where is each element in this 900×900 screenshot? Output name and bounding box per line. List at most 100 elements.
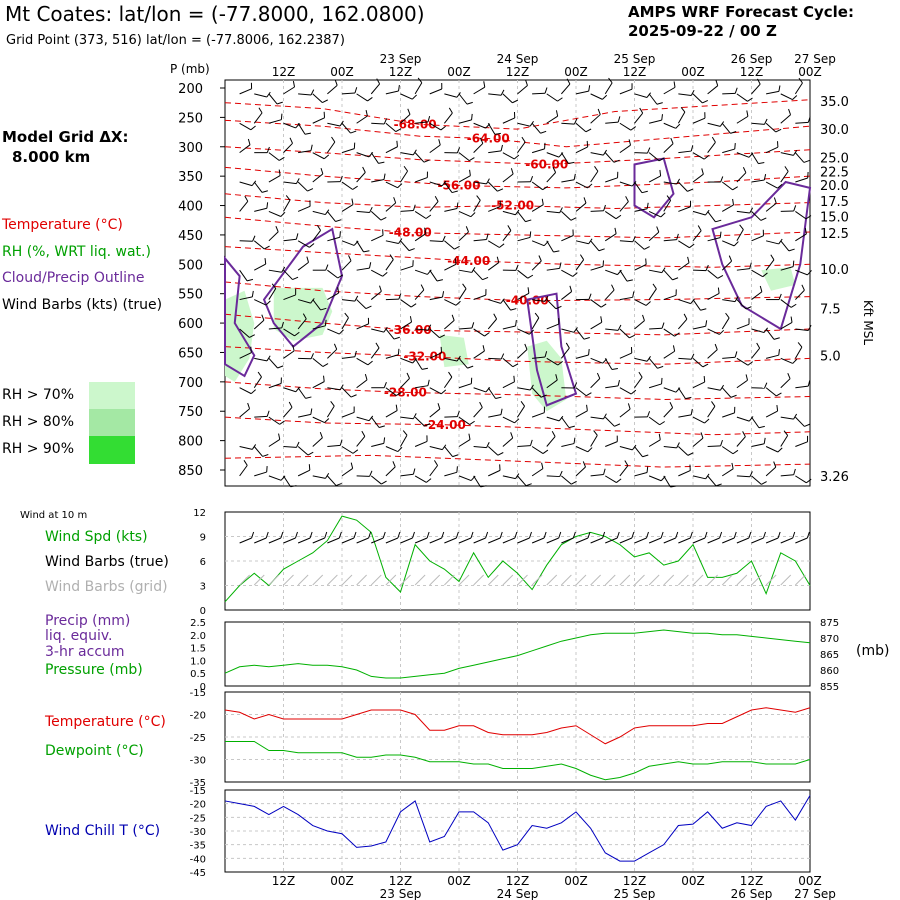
wind-barb xyxy=(663,407,673,418)
wind-barb xyxy=(721,181,733,191)
legend-dewpoint: Dewpoint (°C) xyxy=(45,743,144,759)
wind-barb-flag xyxy=(586,404,588,411)
wind-barb-flag xyxy=(354,295,359,302)
wind-barb xyxy=(283,445,297,448)
bottom-time-tick-9: 00Z xyxy=(798,874,822,888)
wind-barb-flag xyxy=(749,207,754,214)
wind-barb-flag xyxy=(527,287,530,294)
wind-barb xyxy=(458,231,469,242)
wind-barb-flag xyxy=(529,231,532,238)
wind-barb xyxy=(400,299,412,308)
wind-barb xyxy=(385,122,397,133)
wind-barb-true xyxy=(561,537,574,544)
wind-barb-flag xyxy=(700,432,704,439)
wind-barb-flag xyxy=(465,226,469,233)
wind-barb-flag xyxy=(500,89,505,96)
wind-barb-flag xyxy=(760,217,767,221)
wind-barb-flag xyxy=(552,166,557,173)
wind-barb-grid xyxy=(268,574,280,586)
pressure-tick-450: 450 xyxy=(178,229,203,244)
wind-barb-flag xyxy=(440,389,447,395)
wind-barb-grid xyxy=(707,574,718,586)
wind-barb xyxy=(736,323,750,330)
wind-barb-flag xyxy=(573,118,578,125)
wind-barb-true xyxy=(780,537,793,544)
wind-barb xyxy=(531,181,543,191)
wind-barb xyxy=(312,325,326,330)
wind-barb xyxy=(604,475,617,484)
wind-barb xyxy=(400,210,414,212)
wind-barb xyxy=(605,385,619,389)
wind-barb xyxy=(677,111,686,124)
wind-speed-ytick-3: 9 xyxy=(200,533,206,544)
wind-barb xyxy=(458,210,472,218)
wind-barb-grid xyxy=(444,574,455,586)
wind-barb xyxy=(312,93,323,103)
wind-barb xyxy=(297,469,311,477)
wind-barb-flag xyxy=(309,243,315,248)
wind-barb-flag xyxy=(250,389,257,395)
wind-barb-flag xyxy=(468,433,471,440)
wind-barb-flag xyxy=(354,87,358,94)
wind-barb xyxy=(312,117,325,124)
wind-barb-flag xyxy=(395,128,402,133)
wind-barb-grid xyxy=(736,574,748,586)
wind-barb xyxy=(502,152,515,160)
wind-barb-true xyxy=(371,537,384,544)
precip-ytick-2: 1.0 xyxy=(190,656,206,667)
wind-barb xyxy=(254,263,266,271)
wind-barb-flag xyxy=(393,336,400,340)
wind-barb xyxy=(531,317,540,330)
wind-barb-flag xyxy=(625,196,629,202)
wind-barb-grid xyxy=(341,574,353,586)
wind-barb-flag xyxy=(515,473,520,479)
wind-barb xyxy=(429,269,438,282)
wind-barb xyxy=(283,406,293,418)
wind-barb-flag xyxy=(747,97,753,102)
wind-barb-flag xyxy=(659,421,665,426)
wind-barb-flag xyxy=(367,360,373,366)
wind-barb-flag xyxy=(544,295,549,302)
wind-chill-ytick-3: -30 xyxy=(190,827,206,838)
wind-barb-flag xyxy=(292,81,296,88)
wind-barb-flag xyxy=(544,87,548,94)
wind-barb xyxy=(575,240,589,245)
wind-barb-flag xyxy=(392,461,396,468)
wind-barb-flag xyxy=(512,363,519,368)
wind-barb-flag xyxy=(585,128,592,133)
wind-barb-flag xyxy=(307,451,314,456)
wind-barb-flag xyxy=(471,267,476,273)
bottom-time-tick-5: 00Z xyxy=(564,874,588,888)
wind-barb-flag xyxy=(368,415,374,421)
wind-barb xyxy=(678,150,692,154)
wind-barb xyxy=(473,475,481,488)
wind-barb-flag xyxy=(745,374,749,381)
wind-barb xyxy=(341,299,355,302)
wind-barb-flag xyxy=(529,384,534,391)
wind-barb-flag xyxy=(247,138,251,145)
wind-barb xyxy=(370,475,382,485)
wind-barb-flag xyxy=(440,125,446,131)
wind-barb xyxy=(532,299,546,302)
wind-barb xyxy=(736,268,750,271)
wind-barb-flag xyxy=(337,287,340,294)
wind-barb-true xyxy=(648,537,662,544)
wind-barb xyxy=(751,179,765,183)
wind-barb-flag xyxy=(375,342,380,349)
wind-barb-flag xyxy=(598,248,605,252)
kft-tick-4: 20.0 xyxy=(820,179,849,194)
wind-barb-flag xyxy=(792,358,798,364)
wind-barb xyxy=(604,82,613,95)
wind-barb xyxy=(736,357,749,366)
wind-barb-flag xyxy=(441,444,447,450)
wind-barb-flag xyxy=(382,271,388,277)
wind-barb-flag xyxy=(285,195,291,201)
wind-barb xyxy=(502,357,514,368)
wind-barb xyxy=(458,358,468,369)
wind-barb-flag xyxy=(436,279,443,282)
temp-contour-label-5: -48.00 xyxy=(389,226,432,240)
wind-barb xyxy=(751,416,760,429)
wind-barb-flag xyxy=(568,161,575,165)
wind-barb-flag xyxy=(617,116,621,123)
wind-barb xyxy=(385,90,399,95)
